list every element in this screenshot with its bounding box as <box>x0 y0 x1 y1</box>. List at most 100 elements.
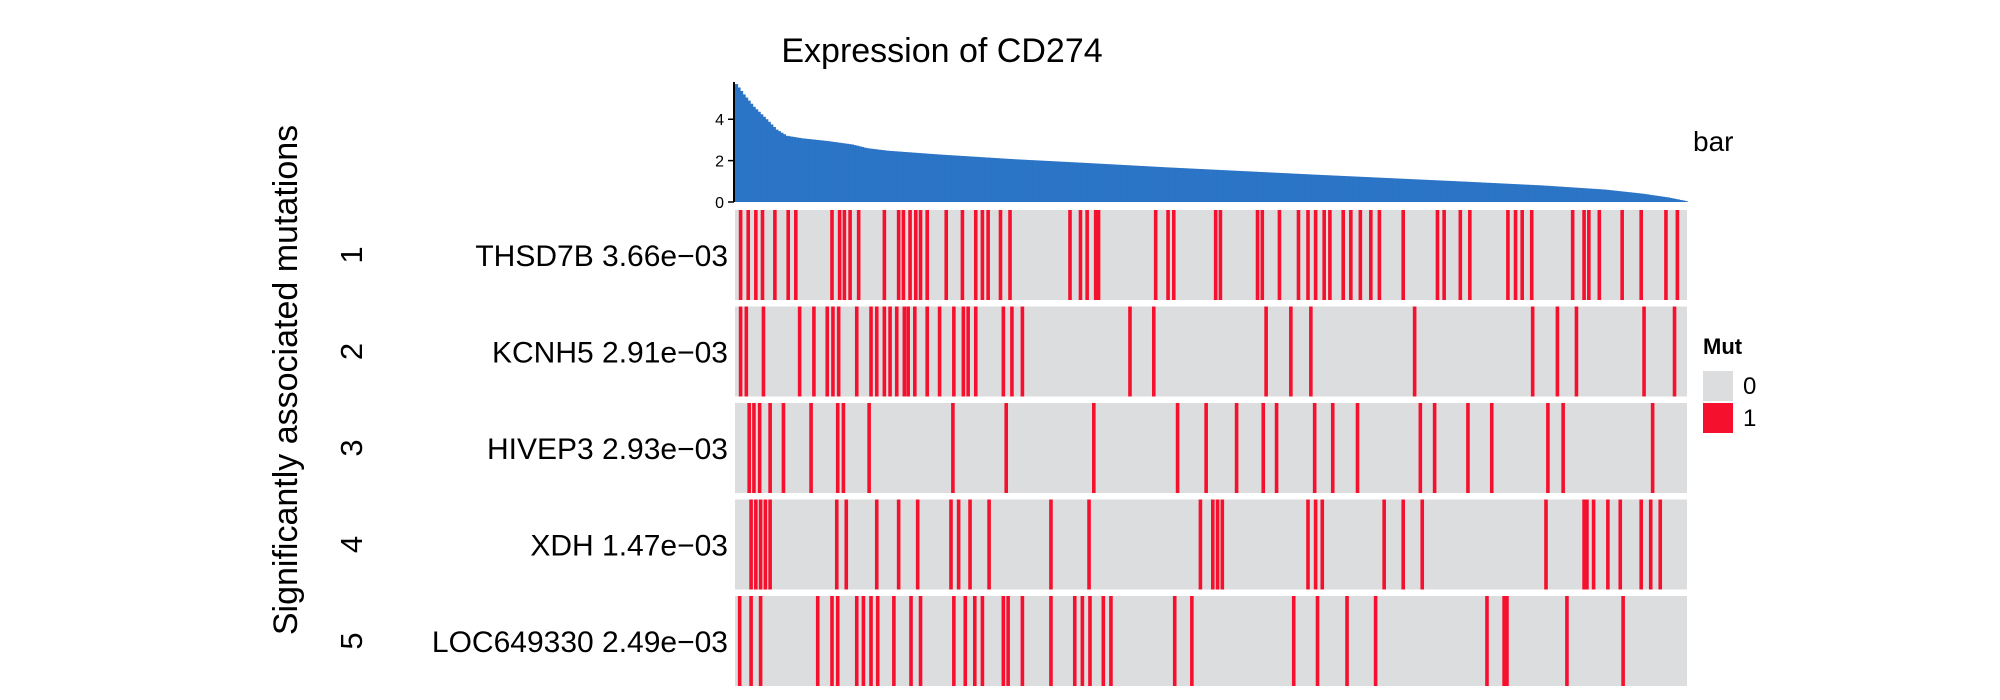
expression-bar <box>1387 178 1391 202</box>
mutation-mark <box>1220 499 1225 590</box>
expression-bar <box>1271 172 1275 202</box>
expression-bar <box>1588 188 1592 202</box>
expression-bar <box>1132 165 1137 202</box>
mutation-mark <box>1309 306 1313 397</box>
mutation-mark <box>854 596 859 686</box>
expression-bar <box>1122 165 1126 202</box>
expression-bar <box>1455 181 1459 202</box>
mutation-mark <box>835 596 840 686</box>
mutation-mark <box>1466 403 1470 493</box>
mutation-mark <box>1109 596 1113 686</box>
expression-bar <box>1251 171 1255 202</box>
mutation-mark <box>901 210 906 300</box>
mutation-mark <box>980 596 985 686</box>
mutation-mark <box>1128 306 1132 397</box>
expression-bar <box>1503 183 1507 202</box>
mutation-mark <box>1418 403 1423 493</box>
expression-bar <box>1077 162 1081 202</box>
expression-bar <box>855 145 860 202</box>
expression-bar <box>1674 198 1678 202</box>
expression-bar <box>1551 186 1555 202</box>
expression-bar <box>1150 166 1154 202</box>
expression-bar <box>1024 159 1028 202</box>
expression-bar <box>1369 177 1373 202</box>
heatmap-row: THSD7B 3.66e−03 1 <box>334 210 1687 300</box>
expression-bar <box>767 121 771 202</box>
expression-bar <box>1639 193 1643 202</box>
expression-bar <box>1004 158 1008 202</box>
expression-bar <box>1085 162 1089 202</box>
bar-tick-label: 2 <box>715 154 724 171</box>
mutation-mark <box>1264 306 1268 397</box>
expression-bar <box>901 151 905 202</box>
mutation-mark <box>1513 210 1518 300</box>
mutation-mark <box>1315 596 1320 686</box>
mutation-mark <box>1020 306 1025 397</box>
mutation-mark <box>963 596 968 686</box>
mutation-mark <box>987 499 991 590</box>
mutation-mark <box>1260 210 1265 300</box>
expression-bar <box>886 150 890 202</box>
mutation-mark <box>1555 306 1560 397</box>
mutation-mark <box>749 499 753 590</box>
mutation-mark <box>1382 499 1386 590</box>
expression-bar <box>1535 185 1540 202</box>
expression-bar <box>1014 159 1018 202</box>
expression-bar <box>1223 170 1227 202</box>
mutation-mark <box>842 210 847 300</box>
expression-bar <box>1422 179 1426 202</box>
expression-bar <box>825 140 829 202</box>
mutation-mark <box>882 210 887 300</box>
mutation-mark <box>1312 403 1317 493</box>
expression-bar <box>1080 162 1084 202</box>
mutation-mark <box>867 403 871 493</box>
expression-bar <box>1450 181 1454 202</box>
expression-bar <box>1389 178 1393 202</box>
expression-bar <box>1153 166 1157 202</box>
expression-bar <box>1606 189 1610 202</box>
expression-bar <box>1417 179 1421 202</box>
expression-bar <box>1248 171 1252 202</box>
mutation-mark <box>902 306 907 397</box>
mutation-mark <box>1650 403 1655 493</box>
expression-bar <box>1563 186 1567 202</box>
mutation-mark <box>1485 596 1489 686</box>
expression-bar <box>1447 180 1451 202</box>
expression-bar <box>1231 170 1235 202</box>
expression-bar <box>1427 179 1431 202</box>
row-index: 1 <box>334 246 369 263</box>
expression-bar <box>888 150 892 202</box>
expression-bar <box>1656 195 1660 202</box>
expression-bar <box>1137 165 1142 202</box>
mutation-mark <box>869 306 873 397</box>
expression-bar <box>1435 180 1439 202</box>
legend-swatch-0 <box>1703 371 1733 401</box>
mutation-mark <box>882 306 887 397</box>
mutation-mark <box>830 210 834 300</box>
expression-bar <box>1545 185 1550 202</box>
legend-label-1: 1 <box>1743 405 1756 432</box>
mutation-mark <box>825 306 830 397</box>
mutation-mark <box>1020 596 1025 686</box>
expression-bar <box>1334 175 1338 202</box>
expression-bar <box>1374 177 1378 202</box>
expression-bar <box>1367 177 1371 202</box>
mutation-mark <box>757 403 762 493</box>
expression-bar <box>1049 161 1053 202</box>
mutation-mark <box>758 499 763 590</box>
mutation-mark <box>1313 210 1318 300</box>
expression-bar <box>820 140 824 202</box>
mutation-mark <box>1049 596 1053 686</box>
legend-label-0: 0 <box>1743 373 1756 400</box>
expression-bar <box>860 146 865 202</box>
expression-bar <box>949 155 953 202</box>
expression-bar <box>1651 195 1655 202</box>
mutation-mark <box>809 403 813 493</box>
bar-track-label: bar <box>1693 126 1733 157</box>
expression-bar <box>1407 179 1411 202</box>
mutation-mark <box>1004 403 1009 493</box>
expression-bar <box>1619 191 1623 202</box>
mutation-mark <box>980 210 985 300</box>
mutation-mark <box>1506 210 1510 300</box>
expression-bar <box>1226 170 1230 202</box>
